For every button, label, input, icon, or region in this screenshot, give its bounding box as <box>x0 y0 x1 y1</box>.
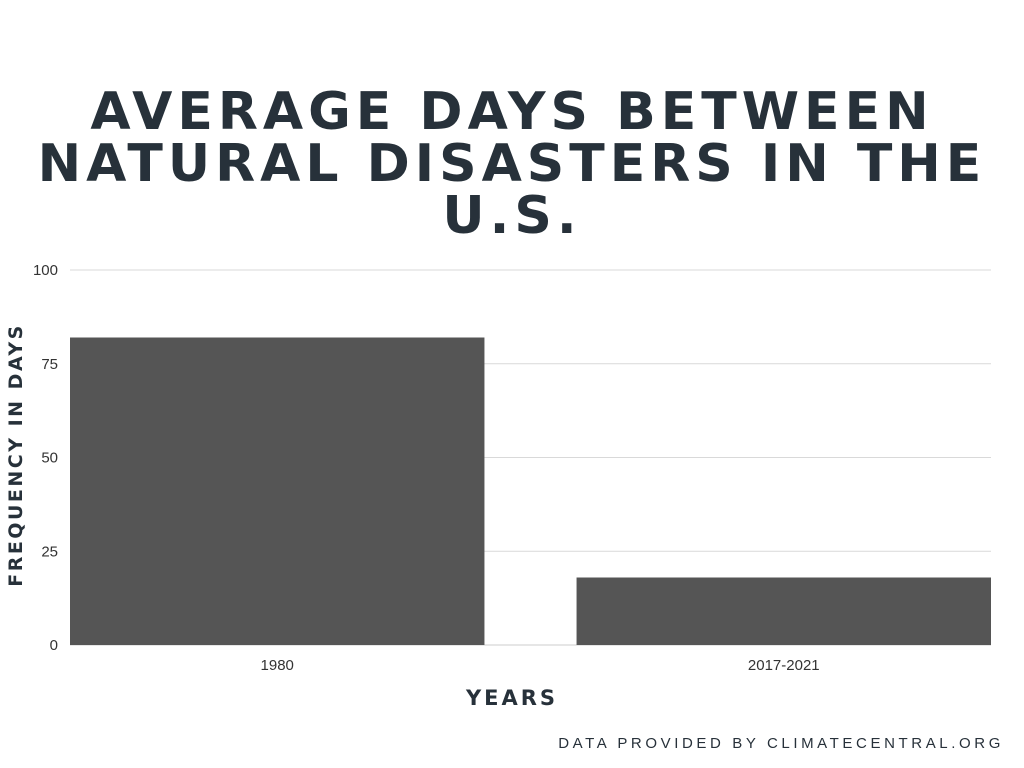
chart-title: AVERAGE DAYS BETWEEN NATURAL DISASTERS I… <box>0 86 1024 242</box>
data-source-note: DATA PROVIDED BY CLIMATECENTRAL.ORG <box>558 735 1004 752</box>
chart-title-line-2: NATURAL DISASTERS IN THE <box>37 134 987 194</box>
bar <box>70 337 485 645</box>
y-tick-label: 25 <box>41 543 58 560</box>
y-tick-label: 100 <box>33 262 58 279</box>
bar <box>576 577 991 645</box>
y-axis-label: FREQUENCY IN DAYS <box>5 323 27 587</box>
y-tick-label: 50 <box>41 450 58 467</box>
chart-title-line-3: U.S. <box>442 186 582 246</box>
chart-title-line-1: AVERAGE DAYS BETWEEN <box>90 82 934 142</box>
y-tick-label: 75 <box>41 356 58 373</box>
x-axis-label: YEARS <box>465 686 559 710</box>
x-tick-label: 2017-2021 <box>748 657 820 674</box>
y-tick-label: 0 <box>50 637 58 654</box>
x-tick-label: 1980 <box>261 657 294 674</box>
